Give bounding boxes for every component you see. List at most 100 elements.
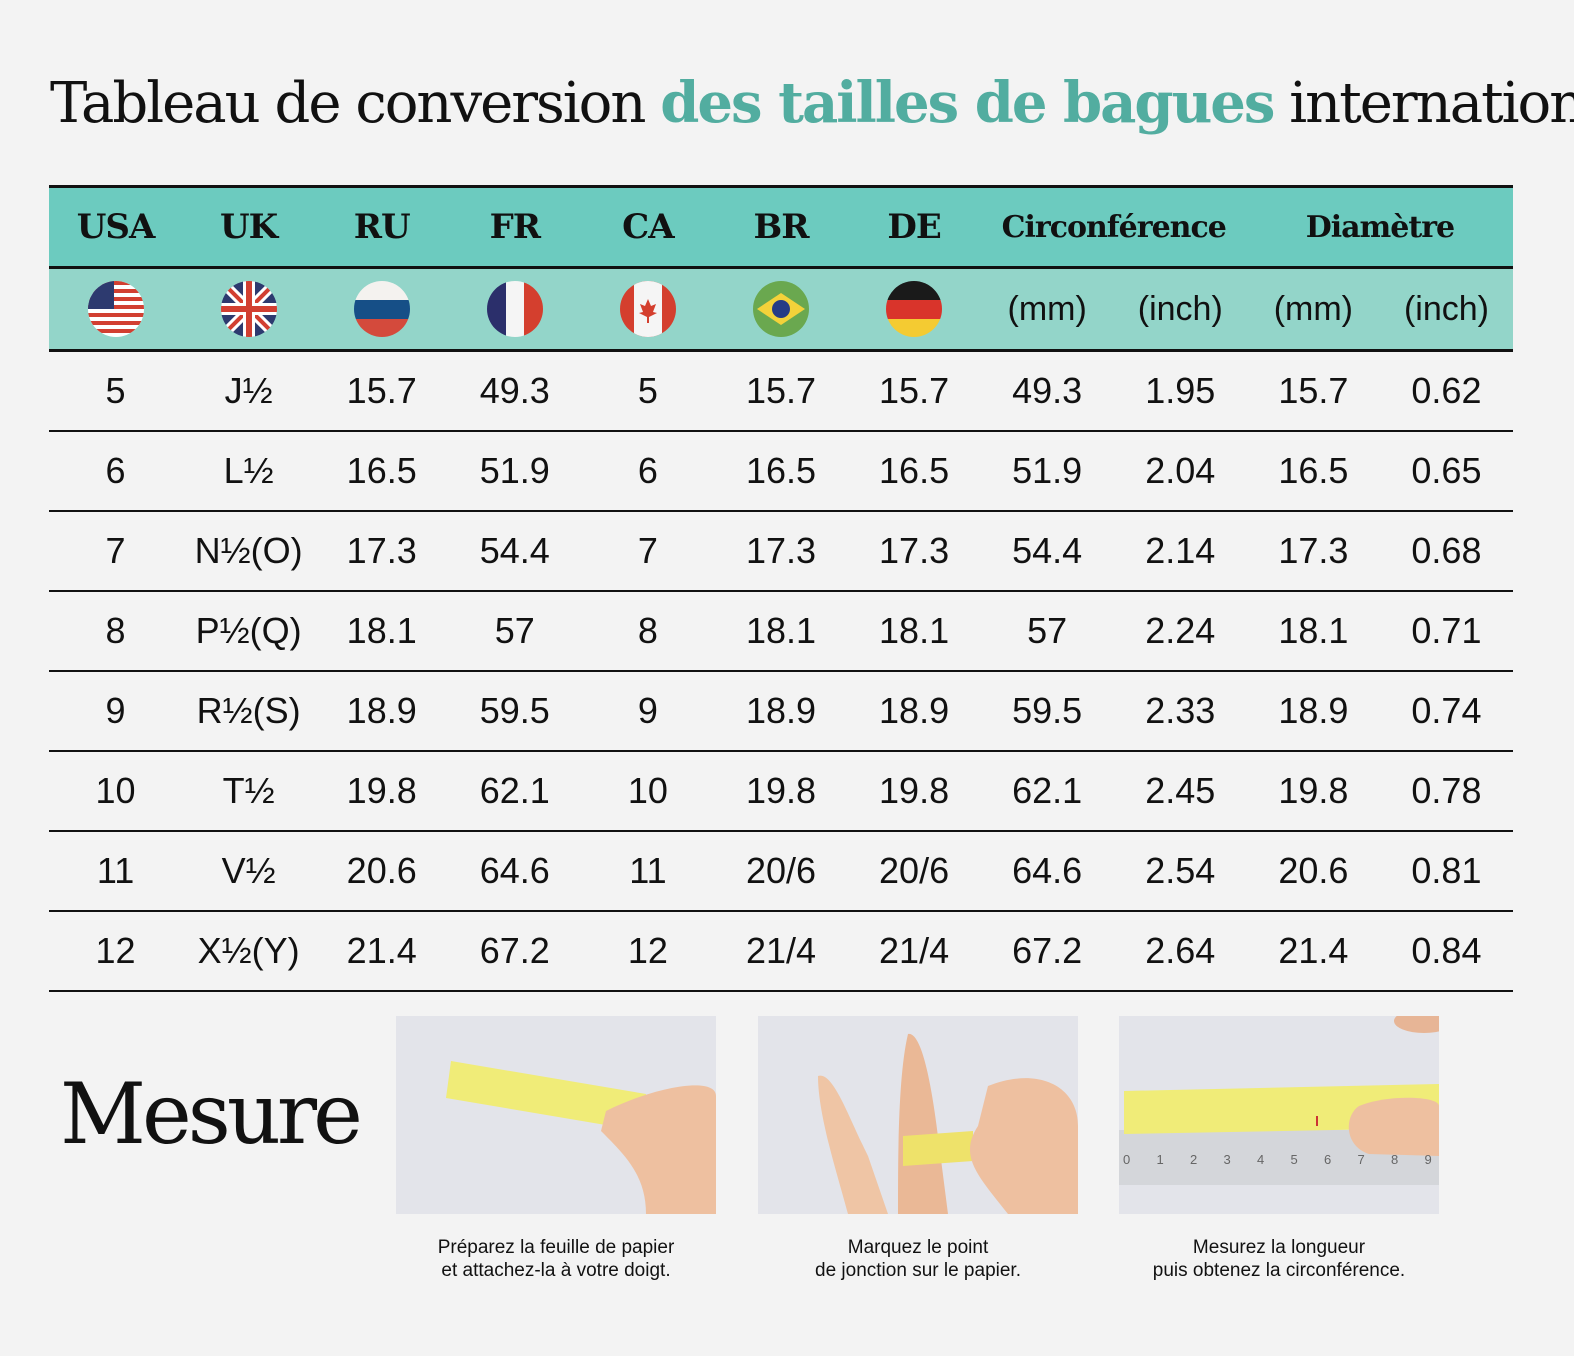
- table-cell: 16.5: [1278, 450, 1349, 491]
- table-cell: 15.7: [346, 370, 417, 411]
- table-cell: 5: [637, 370, 658, 411]
- flag-cell: [49, 281, 182, 337]
- table-cell: 15.7: [745, 370, 817, 411]
- table-cell: 18.9: [346, 690, 417, 731]
- table-cell: 59.5: [1012, 690, 1083, 731]
- page-title: Tableau de conversion des tailles de bag…: [50, 70, 1574, 136]
- ruler-mark: 4: [1257, 1152, 1264, 1167]
- table-cell: R½(S): [196, 690, 301, 731]
- table-cell: 49.3: [1012, 370, 1083, 411]
- header-row: USA UK RU FR CA BR DE Circonférence Diamètre: [49, 185, 1513, 269]
- table-cell: 18.9: [879, 690, 950, 731]
- table-cell: 57: [1027, 610, 1068, 651]
- table-cell: 16.5: [879, 450, 950, 491]
- table-cell: 19.8: [745, 770, 817, 811]
- header-br: BR: [753, 207, 809, 247]
- table-cell: 62.1: [1012, 770, 1083, 811]
- ruler-mark: 1: [1157, 1152, 1164, 1167]
- table-cell: 51.9: [1012, 450, 1083, 491]
- table-cell: 57: [494, 610, 535, 651]
- title-part1: Tableau de conversion: [50, 71, 661, 136]
- header-diametre: Diamètre: [1305, 209, 1455, 245]
- table-cell: 18.1: [1278, 610, 1349, 651]
- brazil-flag-icon: [752, 281, 809, 337]
- table-row: 9 R½(S) 18.9 59.5 9 18.9 18.9 59.5 2.33 18.9 0.74: [49, 672, 1513, 752]
- flag-unit-row: (mm) (inch) (mm) (inch): [49, 269, 1513, 352]
- table-cell: 67.2: [479, 930, 550, 971]
- table-cell: 0.65: [1411, 450, 1482, 491]
- us-flag-icon: [87, 281, 144, 337]
- header-de: DE: [887, 207, 941, 247]
- step-3-caption-line1: Mesurez la longueur: [1192, 1237, 1366, 1258]
- table-cell: 54.4: [1012, 530, 1083, 571]
- germany-flag-icon: [886, 281, 943, 337]
- header-usa: USA: [76, 207, 156, 247]
- table-cell: 7: [105, 530, 126, 571]
- ruler-mark: 6: [1324, 1152, 1331, 1167]
- table-row: 11 V½ 20.6 64.6 11 20/6 20/6 64.6 2.54 20.6 0.81: [49, 832, 1513, 912]
- title-accent: des tailles de bagues: [660, 70, 1275, 136]
- table-cell: 10: [95, 770, 136, 811]
- unit-label: (mm): [1273, 289, 1353, 328]
- canada-flag-icon: [619, 281, 676, 337]
- table-cell: 18.1: [745, 610, 817, 651]
- table-cell: 18.1: [346, 610, 417, 651]
- table-cell: 7: [637, 530, 658, 571]
- table-row: 10 T½ 19.8 62.1 10 19.8 19.8 62.1 2.45 19.8 0.78: [49, 752, 1513, 832]
- ruler-mark: 2: [1190, 1152, 1197, 1167]
- table-cell: 20.6: [1278, 850, 1349, 891]
- flag-cell: [848, 281, 981, 337]
- table-cell: 18.9: [1278, 690, 1349, 731]
- table-cell: 19.8: [879, 770, 950, 811]
- ruler-mark: 8: [1391, 1152, 1398, 1167]
- table-cell: 18.9: [745, 690, 817, 731]
- france-flag-icon: [486, 281, 543, 337]
- table-cell: 2.33: [1145, 690, 1216, 731]
- table-cell: 0.78: [1411, 770, 1482, 811]
- table-cell: 2.24: [1145, 610, 1216, 651]
- flag-cell: [182, 281, 315, 337]
- ruler-mark: 3: [1224, 1152, 1231, 1167]
- table-cell: 0.62: [1411, 370, 1482, 411]
- flag-cell: [581, 281, 714, 337]
- table-cell: 0.71: [1411, 610, 1482, 651]
- table-cell: P½(Q): [195, 610, 302, 651]
- table-cell: T½: [222, 770, 275, 811]
- table-cell: 8: [637, 610, 658, 651]
- table-cell: 21.4: [1278, 930, 1349, 971]
- table-cell: J½: [224, 370, 273, 411]
- table-cell: 64.6: [1012, 850, 1083, 891]
- table-row: 5 J½ 15.7 49.3 5 15.7 15.7 49.3 1.95 15.7 0.62: [49, 352, 1513, 432]
- table-cell: 62.1: [479, 770, 550, 811]
- step-2-photo: [758, 1016, 1078, 1214]
- table-cell: 64.6: [479, 850, 550, 891]
- ruler-mark: 9: [1425, 1152, 1432, 1167]
- table-cell: 11: [96, 850, 135, 891]
- table-cell: 20/6: [745, 850, 817, 891]
- table-row: 12 X½(Y) 21.4 67.2 12 21/4 21/4 67.2 2.64 21.4 0.8…: [49, 912, 1513, 992]
- unit-label: (inch): [1137, 289, 1223, 328]
- table-cell: 19.8: [1278, 770, 1349, 811]
- table-cell: 8: [105, 610, 126, 651]
- ruler-mark: 5: [1291, 1152, 1298, 1167]
- table-cell: 2.45: [1145, 770, 1216, 811]
- table-cell: 12: [95, 930, 136, 971]
- header-ca: CA: [622, 207, 674, 247]
- table-cell: L½: [223, 450, 274, 491]
- table-cell: X½(Y): [197, 930, 300, 971]
- table-cell: 18.1: [879, 610, 950, 651]
- header-ru: RU: [353, 207, 411, 247]
- table-cell: V½: [221, 850, 276, 891]
- step-2-caption-line2: de jonction sur le papier.: [815, 1260, 1021, 1281]
- step-3-caption-line2: puis obtenez la circonférence.: [1152, 1260, 1406, 1281]
- table-cell: 17.3: [879, 530, 950, 571]
- table-row: 8 P½(Q) 18.1 57 8 18.1 18.1 57 2.24 18.1 0.71: [49, 592, 1513, 672]
- ruler-mark: 0: [1123, 1152, 1130, 1167]
- table-cell: 59.5: [479, 690, 550, 731]
- step-3-photo: 0 1 2 3 4 5 6 7 8 9: [1119, 1016, 1439, 1214]
- table-cell: 6: [105, 450, 126, 491]
- table-cell: 17.3: [346, 530, 417, 571]
- step-1-caption-line2: et attachez-la à votre doigt.: [441, 1260, 671, 1281]
- table-cell: 2.04: [1145, 450, 1216, 491]
